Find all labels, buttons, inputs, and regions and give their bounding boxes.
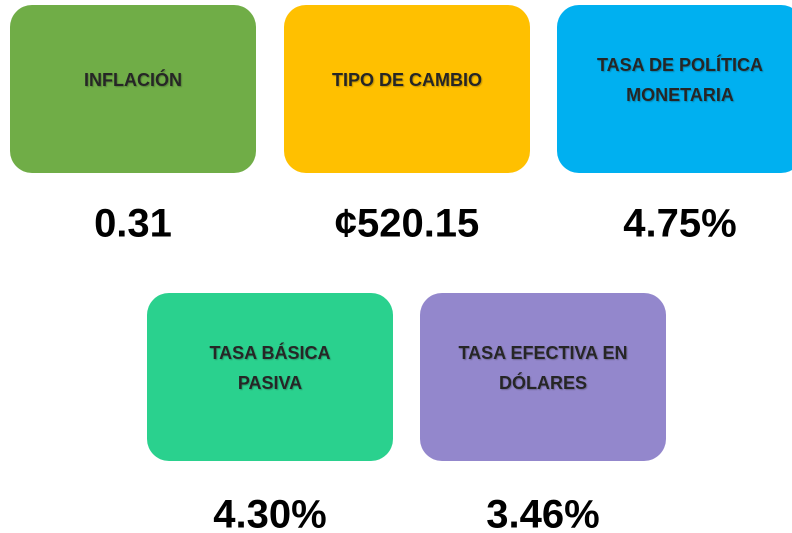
- indicator-label: TASA EFECTIVA EN: [458, 343, 627, 363]
- indicator-value: ¢520.15: [335, 202, 480, 246]
- indicator-box: [420, 293, 666, 461]
- indicator-box: [284, 5, 530, 173]
- indicator-value: 4.30%: [213, 493, 326, 533]
- indicator-value: 0.31: [94, 202, 172, 246]
- indicator-box: [147, 293, 393, 461]
- indicator-label: INFLACIÓN: [84, 69, 182, 90]
- indicator-label: TIPO DE CAMBIO: [332, 70, 482, 90]
- indicator-label: DÓLARES: [499, 372, 587, 393]
- indicator-label: TASA BÁSICA: [210, 342, 331, 363]
- indicator-value: 4.75%: [623, 202, 736, 246]
- indicator-label: MONETARIA: [626, 85, 734, 105]
- indicator-label: TASA DE POLÍTICA: [597, 54, 763, 75]
- indicator-box: [557, 5, 792, 173]
- indicator-value: 3.46%: [486, 493, 599, 533]
- indicator-box: [10, 5, 256, 173]
- indicator-label: PASIVA: [238, 373, 302, 393]
